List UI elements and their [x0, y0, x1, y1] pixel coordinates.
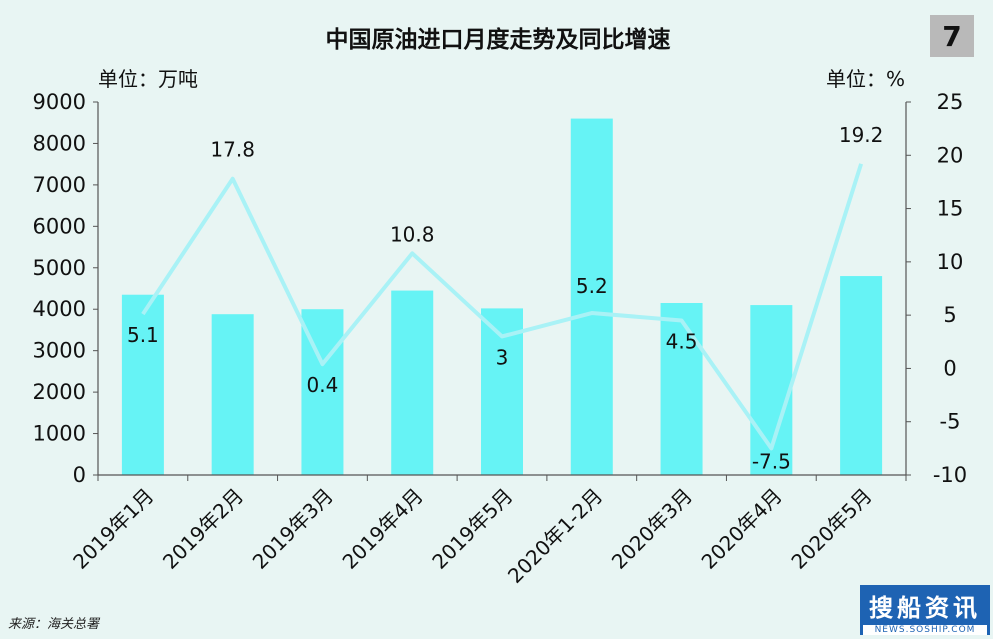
- line-label-2: 0.4: [307, 373, 339, 397]
- x-tick-3: 2019年4月: [338, 484, 428, 574]
- right-tick-2: 0: [943, 356, 956, 380]
- right-tick-4: 10: [937, 250, 964, 274]
- line-label-4: 3: [496, 345, 509, 369]
- bar-3: [391, 290, 434, 475]
- bar-6: [660, 303, 703, 475]
- right-tick-5: 15: [937, 197, 964, 221]
- right-tick-3: 5: [943, 303, 956, 327]
- bar-8: [840, 276, 883, 475]
- x-tick-8: 2020年5月: [786, 484, 876, 574]
- x-tick-6: 2020年3月: [607, 484, 697, 574]
- line-label-5: 5.2: [576, 274, 608, 298]
- right-axis-unit: 单位：%: [826, 67, 905, 91]
- left-tick-9: 9000: [33, 90, 86, 114]
- right-tick-7: 25: [937, 90, 964, 114]
- left-tick-4: 4000: [33, 297, 86, 321]
- x-tick-1: 2019年2月: [158, 484, 248, 574]
- line-label-1: 17.8: [210, 138, 255, 162]
- soship-logo: 搜船资讯 NEWS.SOSHIP.COM: [860, 585, 990, 635]
- line-label-3: 10.8: [390, 222, 435, 246]
- x-tick-7: 2020年4月: [697, 484, 787, 574]
- left-tick-5: 5000: [33, 256, 86, 280]
- bar-1: [211, 314, 254, 475]
- x-tick-2: 2019年3月: [248, 484, 338, 574]
- left-tick-0: 0: [73, 463, 86, 487]
- line-label-7: -7.5: [752, 449, 791, 473]
- left-tick-6: 6000: [33, 214, 86, 238]
- logo-name: 搜船资讯: [869, 594, 981, 622]
- bar-series: [121, 118, 883, 476]
- page-number-badge: 7: [930, 15, 974, 57]
- right-tick-0: -10: [933, 463, 967, 487]
- growth-line: [141, 163, 864, 451]
- left-axis-unit: 单位：万吨: [98, 67, 198, 91]
- bar-0: [121, 294, 164, 475]
- logo-site: NEWS.SOSHIP.COM: [863, 625, 987, 635]
- chart-title: 中国原油进口月度走势及同比增速: [326, 26, 671, 53]
- left-tick-8: 8000: [33, 131, 86, 155]
- left-tick-3: 3000: [33, 339, 86, 363]
- left-tick-1: 1000: [33, 422, 86, 446]
- x-tick-5: 2020年1-2月: [503, 484, 607, 588]
- source-note: 来源：海关总署: [8, 617, 101, 632]
- bar-5: [570, 118, 613, 476]
- right-tick-1: -5: [940, 410, 961, 434]
- line-label-0: 5.1: [127, 323, 159, 347]
- x-tick-0: 2019年1月: [68, 484, 158, 574]
- line-series: 5.1 17.8 0.4 10.8 3 5.2 4.5 -7.5 19.2: [127, 123, 883, 474]
- x-tick-4: 2019年5月: [427, 484, 517, 574]
- left-tick-2: 2000: [33, 380, 86, 404]
- line-label-6: 4.5: [666, 329, 698, 353]
- left-tick-7: 7000: [33, 173, 86, 197]
- line-label-8: 19.2: [839, 123, 884, 147]
- right-tick-6: 20: [937, 143, 964, 167]
